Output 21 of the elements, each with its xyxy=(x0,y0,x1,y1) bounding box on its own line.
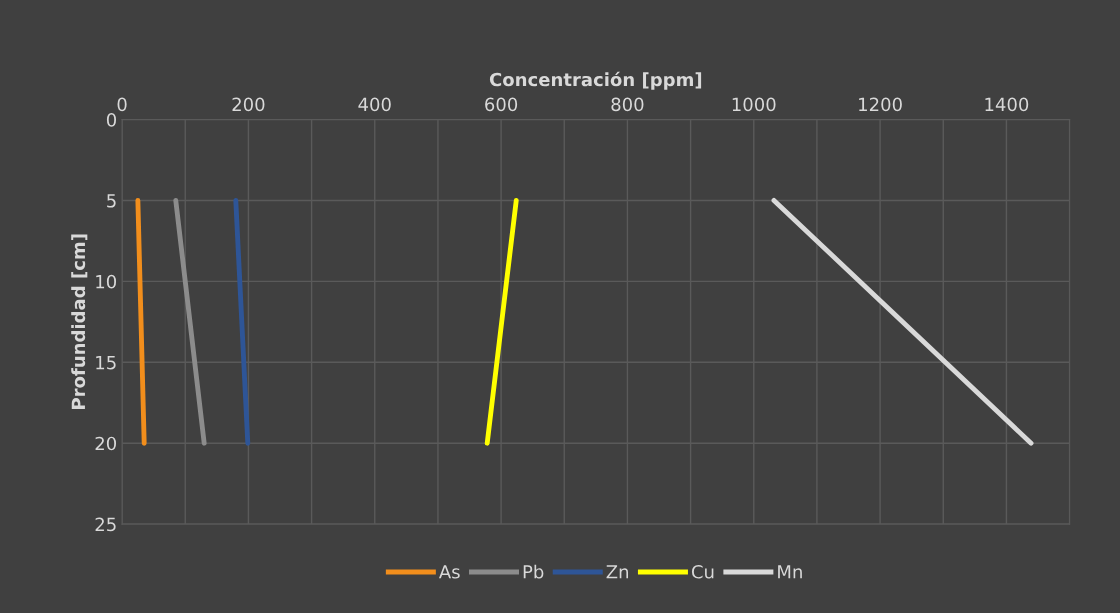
x-tick-label: 1200 xyxy=(859,97,902,112)
legend-label: Mn xyxy=(778,565,802,579)
x-tick-label: 1400 xyxy=(985,97,1029,112)
y-tick-label: 15 xyxy=(96,355,116,370)
y-tick-label: 5 xyxy=(107,194,116,208)
legend-label: Cu xyxy=(691,564,714,579)
y-tick-label: 10 xyxy=(96,274,117,289)
x-tick-label: 400 xyxy=(358,97,391,112)
legend-label: As xyxy=(438,565,460,579)
x-tick-label: 800 xyxy=(611,97,644,112)
x-axis-title: Concentración [ppm] xyxy=(489,71,702,90)
y-tick-label: 25 xyxy=(95,517,116,532)
y-tick-label: 20 xyxy=(95,436,117,451)
x-tick-label: 600 xyxy=(485,97,518,112)
y-tick-label: 0 xyxy=(106,112,117,127)
x-tick-label: 1000 xyxy=(732,97,776,112)
x-tick-label: 200 xyxy=(232,97,265,112)
y-axis-title: Profundidad [cm] xyxy=(71,234,88,409)
legend-label: Zn xyxy=(606,565,629,579)
legend-label: Pb xyxy=(523,564,544,579)
x-tick-label: 0 xyxy=(117,97,127,112)
